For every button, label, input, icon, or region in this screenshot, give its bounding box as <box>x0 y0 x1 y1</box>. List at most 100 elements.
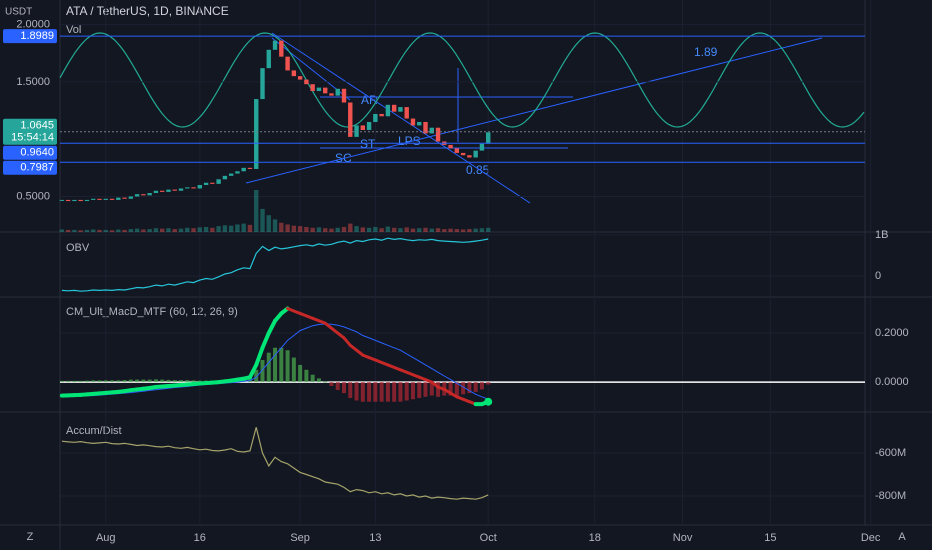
x-tick-label: 18 <box>589 532 601 544</box>
volume-bar <box>103 229 108 232</box>
histogram-bar <box>429 382 434 396</box>
price-badge <box>3 160 57 175</box>
volume-bar <box>391 227 397 232</box>
histogram-bar <box>423 382 428 397</box>
volume-bar <box>316 227 322 232</box>
volume-bar <box>366 227 372 232</box>
volume-bar <box>304 226 309 232</box>
histogram-bar <box>273 347 278 383</box>
candle <box>429 127 434 134</box>
histogram-bar <box>179 380 184 383</box>
volume-bar <box>454 229 460 232</box>
indicator-line <box>61 427 489 500</box>
macd-segment <box>247 362 259 380</box>
volume-bar <box>442 229 447 232</box>
volume-bar <box>410 228 416 232</box>
histogram-bar <box>385 382 390 402</box>
volume-bar <box>329 228 334 232</box>
candle <box>172 189 177 191</box>
candle <box>191 187 196 189</box>
histogram-bar <box>310 374 315 383</box>
histogram-bar <box>417 382 422 399</box>
volume-bar <box>417 228 422 232</box>
histogram-bar <box>59 380 64 383</box>
volume-bar <box>97 229 102 232</box>
volume-bar <box>385 226 391 232</box>
macd-segment <box>260 331 271 350</box>
histogram-bar <box>103 380 108 383</box>
candle <box>348 102 353 137</box>
volume-bar <box>467 229 472 232</box>
histogram-bar <box>410 382 415 400</box>
candle <box>366 121 372 131</box>
histogram-bar <box>486 382 491 385</box>
y-tick-label: 0 <box>875 270 881 282</box>
candle <box>210 182 215 184</box>
histogram-bar <box>128 379 133 383</box>
candle <box>103 198 108 200</box>
histogram-bar <box>342 382 347 394</box>
volume-bar <box>122 229 127 232</box>
x-tick-label: Oct <box>480 532 497 544</box>
volume-bar <box>473 228 478 232</box>
candle <box>417 121 422 126</box>
candle <box>141 194 146 196</box>
volume-bar <box>272 219 278 232</box>
pane-title: CM_Ult_MacD_MTF (60, 12, 26, 9) <box>66 306 238 318</box>
annotation: 0.85 <box>466 163 490 177</box>
histogram-bar <box>285 350 290 383</box>
histogram-bar <box>147 379 152 383</box>
histogram-bar <box>379 382 384 402</box>
candle <box>285 56 290 71</box>
x-tick-label: Nov <box>673 532 693 544</box>
histogram-bar <box>298 364 303 383</box>
volume-bar <box>78 230 83 232</box>
candle <box>323 87 328 94</box>
volume-bar <box>341 226 347 232</box>
candle <box>128 196 134 199</box>
pane-title: Accum/Dist <box>66 425 122 437</box>
histogram-bar <box>392 382 397 402</box>
volume-bar <box>172 229 177 232</box>
price-badge-label: 0.9640 <box>20 147 54 159</box>
histogram-bar <box>78 380 83 383</box>
candle <box>72 199 77 202</box>
candle <box>404 107 409 119</box>
volume-bar <box>373 226 378 232</box>
price-badge-label: 1.0645 <box>20 120 54 132</box>
volume-label: Vol <box>66 24 81 36</box>
histogram-bar <box>172 380 177 383</box>
candle <box>479 143 485 151</box>
volume-bar <box>84 229 90 232</box>
candle <box>216 179 221 184</box>
price-badge <box>3 118 57 145</box>
y-tick-label: 0.2000 <box>875 327 909 339</box>
histogram-bar <box>84 380 89 383</box>
candle <box>247 167 253 169</box>
histogram-bar <box>436 382 441 397</box>
macd-segment <box>342 336 352 347</box>
x-tick-label: Dec <box>861 532 881 544</box>
volume-bar <box>91 229 96 232</box>
footer-icon[interactable]: A <box>898 531 906 543</box>
histogram-bar <box>141 379 146 383</box>
candle <box>486 132 491 144</box>
candle <box>260 68 265 100</box>
histogram-bar <box>122 380 127 383</box>
candle <box>467 155 472 158</box>
footer-icon[interactable]: Z <box>27 531 34 543</box>
pane-title: OBV <box>66 242 90 254</box>
volume-bar <box>116 229 121 232</box>
histogram-bar <box>479 382 484 390</box>
candle <box>59 199 65 201</box>
volume-bar <box>197 227 203 232</box>
candle <box>97 198 102 200</box>
candle <box>166 189 171 192</box>
volume-bar <box>166 228 171 232</box>
y-tick-label: 1B <box>875 229 888 241</box>
candle <box>297 76 303 80</box>
y-tick-label: 0.5000 <box>16 190 50 202</box>
volume-bar <box>72 229 77 232</box>
candle <box>335 88 340 96</box>
